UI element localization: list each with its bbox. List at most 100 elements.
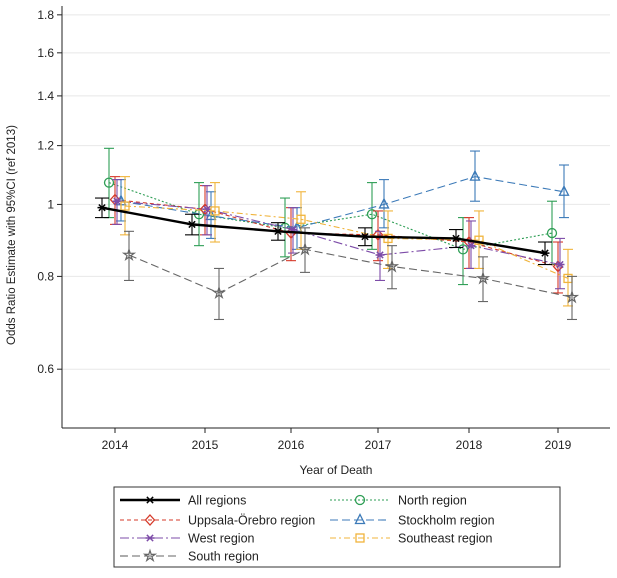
data-point: [366, 209, 378, 220]
legend-marker: [145, 534, 155, 542]
legend-item: South region: [120, 548, 259, 564]
y-tick-labels: 0.6 0.8 1 1.2 1.4 1.6 1.8: [37, 8, 62, 376]
legend-label: Stockholm region: [398, 514, 495, 528]
x-tick-labels: 2014 2015 2016 2017 2018 2019: [102, 428, 572, 452]
data-point: [121, 247, 137, 262]
y-tick-label: 0.8: [37, 269, 54, 283]
legend-box: [113, 486, 561, 568]
y-tick-label: 1.6: [37, 46, 54, 60]
x-tick-label: 2019: [545, 438, 572, 452]
y-tick-label: 1.2: [37, 139, 54, 153]
gridlines: [62, 14, 610, 370]
ci-errorbar: [120, 176, 130, 236]
legend-item: Southeast region: [330, 532, 493, 546]
y-tick-label: 1: [47, 197, 54, 211]
ci-errorbar: [210, 182, 220, 243]
data-point: [474, 235, 484, 245]
data-point: [109, 193, 121, 206]
y-axis-label: Odds Ratio Estimate with 95%CI (ref 2013…: [6, 125, 18, 345]
data-point: [475, 270, 491, 285]
x-tick-label: 2018: [456, 438, 483, 452]
legend-label: North region: [398, 494, 467, 508]
series-line: [128, 248, 573, 298]
legend-marker: [145, 496, 155, 504]
data-point: [103, 177, 115, 188]
data-point: [564, 289, 580, 304]
series-line: [114, 199, 559, 268]
legend-item: Uppsala-Örebro region: [120, 514, 315, 528]
ci-errorbar: [567, 275, 577, 321]
legend-item: West region: [120, 532, 255, 546]
series-line: [108, 182, 553, 250]
legend-marker: [354, 494, 366, 506]
legend-marker: [355, 533, 365, 543]
ci-errorbar: [470, 150, 480, 202]
legend-label: Uppsala-Örebro region: [188, 514, 315, 528]
data-point: [375, 251, 385, 259]
data-point: [457, 244, 469, 255]
series-southeast-region: [120, 176, 573, 307]
series-west-region: [112, 179, 565, 290]
data-point: [466, 241, 476, 250]
y-tick-label: 0.6: [37, 362, 54, 376]
legend-label: Southeast region: [398, 532, 493, 546]
legend-marker: [144, 514, 156, 526]
data-point: [546, 227, 558, 239]
data-point: [273, 227, 283, 236]
data-point: [120, 201, 130, 211]
x-tick-label: 2016: [278, 438, 305, 452]
legend-label: West region: [188, 532, 255, 546]
ci-errorbar: [300, 227, 310, 273]
series-north-region: [103, 147, 558, 286]
data-point: [383, 233, 393, 244]
y-tick-label: 1.4: [37, 89, 54, 103]
data-point: [296, 214, 306, 224]
y-tick-label: 1.8: [37, 8, 54, 22]
legend-item: Stockholm region: [330, 513, 495, 528]
data-point: [187, 220, 197, 229]
data-point: [558, 184, 570, 196]
data-point: [210, 206, 220, 216]
axes: [61, 6, 610, 429]
data-point: [297, 241, 313, 256]
data-point: [112, 197, 122, 205]
x-tick-label: 2014: [102, 438, 129, 452]
legend-label: All regions: [188, 494, 246, 508]
ci-errorbar: [478, 256, 488, 303]
series-line: [124, 205, 569, 279]
ci-errorbar: [124, 230, 134, 282]
data-point: [211, 285, 227, 300]
legend: All regions North region Uppsala-Örebro re…: [113, 486, 561, 568]
series-line: [101, 206, 546, 255]
ci-errorbar: [387, 245, 397, 290]
data-point: [540, 249, 550, 257]
ci-errorbar: [559, 164, 569, 219]
data-point: [384, 258, 400, 273]
series-all-regions: [95, 197, 552, 266]
data-point: [378, 197, 390, 209]
legend-item: North region: [330, 494, 467, 508]
data-point: [372, 228, 384, 241]
ci-errorbar: [547, 200, 557, 266]
series-line: [116, 200, 561, 266]
data-point: [469, 169, 481, 181]
series-group: [95, 147, 580, 321]
legend-marker: [142, 548, 158, 563]
legend-item: All regions: [120, 494, 246, 508]
x-tick-label: 2015: [192, 438, 219, 452]
ci-errorbar: [379, 179, 389, 229]
data-point: [555, 260, 565, 269]
legend-marker: [354, 513, 366, 525]
data-point: [97, 203, 107, 212]
series-line: [120, 176, 565, 229]
data-point: [360, 232, 370, 241]
series-south-region: [121, 227, 580, 321]
ci-errorbar: [214, 267, 224, 321]
legend-label: South region: [188, 550, 259, 564]
data-point: [451, 234, 461, 243]
x-axis-label: Year of Death: [300, 463, 373, 477]
data-point: [202, 205, 212, 213]
ci-errorbar: [367, 182, 377, 250]
